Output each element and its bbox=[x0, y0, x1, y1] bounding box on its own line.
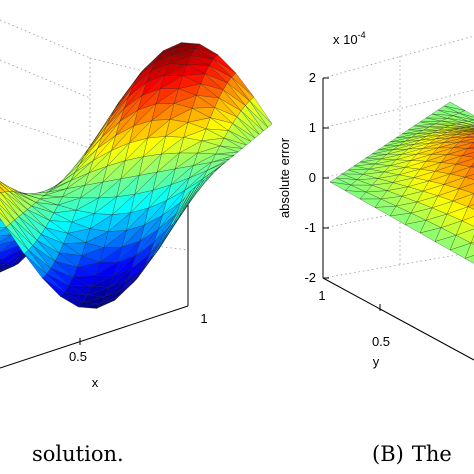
left-surface-facet bbox=[78, 303, 102, 309]
left-surface-panel: 0.5 1 x solution. bbox=[0, 19, 273, 466]
left-surface-mesh bbox=[0, 42, 273, 309]
left-surface-facet bbox=[0, 234, 12, 242]
left-surface-facet bbox=[0, 259, 7, 265]
left-caption: solution. bbox=[32, 442, 124, 466]
left-surface-facet bbox=[5, 226, 29, 255]
left-surface-facet bbox=[42, 277, 65, 297]
right-surface-mesh bbox=[329, 101, 474, 264]
right-surface-facet bbox=[389, 212, 412, 225]
left-surface-facet bbox=[60, 296, 83, 308]
right-surface-facet bbox=[470, 165, 474, 168]
right-y-axis-label: y bbox=[373, 354, 380, 369]
right-surface-facet bbox=[434, 235, 457, 251]
left-surface-facet bbox=[114, 278, 138, 301]
left-surface-facet bbox=[132, 253, 156, 284]
right-surface-facet bbox=[470, 241, 474, 245]
right-z-tick-label: 0 bbox=[309, 170, 316, 185]
left-x-axis-label: x bbox=[92, 375, 99, 390]
right-surface-facet bbox=[419, 227, 442, 242]
right-surface-facet bbox=[464, 255, 474, 264]
right-surface-facet bbox=[467, 204, 474, 210]
right-surface-facet bbox=[329, 181, 352, 191]
right-surface-facet bbox=[374, 205, 397, 217]
right-z-tick-label: 1 bbox=[309, 120, 316, 135]
left-surface-facet bbox=[0, 257, 2, 260]
left-surface-facet bbox=[0, 212, 11, 228]
right-z-axis-label: absolute error bbox=[277, 137, 292, 218]
right-surface-panel: 2 1 0 -1 -2 x 10-4 absolute error 1 0.5 … bbox=[277, 30, 474, 466]
left-x-tick-label: 0.5 bbox=[69, 349, 87, 364]
left-surface-facet bbox=[0, 227, 8, 232]
left-surface-facet bbox=[0, 265, 11, 271]
right-surface-facet bbox=[449, 242, 472, 259]
left-surface-facet bbox=[0, 187, 6, 193]
left-x-axis-line bbox=[0, 305, 189, 369]
right-z-tick-label: -2 bbox=[304, 270, 316, 285]
right-surface-facet bbox=[344, 190, 367, 200]
right-multiplier: x 10-4 bbox=[333, 30, 366, 47]
right-surface-facet bbox=[359, 198, 382, 208]
right-z-tick-label: 2 bbox=[309, 70, 316, 85]
left-surface-facet bbox=[0, 191, 2, 194]
left-surface-facet bbox=[0, 183, 10, 192]
left-surface-facet bbox=[0, 263, 11, 269]
right-y-tick-label: 0.5 bbox=[372, 334, 390, 349]
left-surface-facet bbox=[0, 208, 11, 224]
left-surface-facet bbox=[168, 190, 192, 228]
right-z-ticks bbox=[323, 77, 329, 279]
right-y-axis-line bbox=[322, 277, 474, 361]
left-surface-facet bbox=[23, 253, 47, 279]
right-z-tick-label: -1 bbox=[304, 220, 316, 235]
right-surface-facet bbox=[404, 220, 427, 234]
right-caption: (B) The bbox=[372, 442, 452, 466]
left-surface-facet bbox=[150, 223, 174, 259]
left-x-tick-label: 1 bbox=[200, 311, 207, 326]
left-surface-facet bbox=[96, 295, 120, 309]
right-y-tick-label: 1 bbox=[318, 288, 325, 303]
